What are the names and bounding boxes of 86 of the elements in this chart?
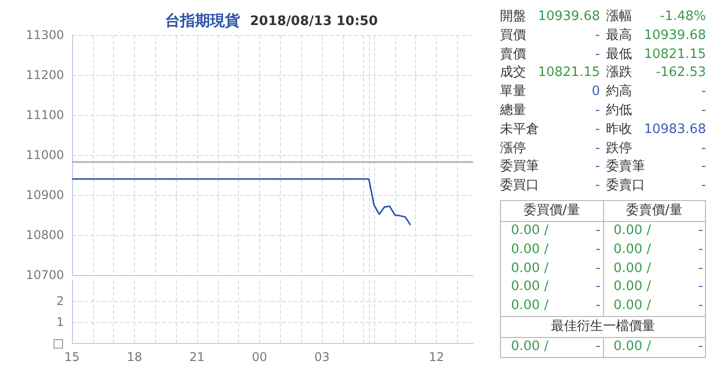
text: 10939.68 (644, 26, 706, 45)
y-tick-label: 11200 (26, 68, 64, 82)
text: 0.00 / (614, 297, 651, 316)
text: - (596, 222, 600, 240)
chart-subtitle: 2018/08/13 10:50 (250, 14, 378, 29)
text: 單量 (500, 83, 526, 102)
text: - (698, 260, 703, 278)
line-series (71, 178, 412, 226)
text: - (596, 278, 600, 296)
text: -162.53 (656, 64, 706, 82)
y-tick-label: □ (52, 336, 64, 350)
text: 賣價 (500, 46, 526, 64)
chart-title: 台指期現貨 (165, 12, 240, 30)
text: 委買筆 (500, 158, 539, 176)
text: - (595, 120, 600, 139)
text: 委買價/量 (522, 202, 581, 220)
text: 0.00 / (511, 222, 548, 240)
text: 約低 (606, 102, 632, 120)
text: 10939.68 (538, 8, 600, 26)
x-tick-label: 15 (64, 350, 80, 364)
text: 約高 (606, 83, 632, 102)
text: - (701, 140, 706, 158)
text: - (701, 158, 706, 176)
x-tick-label: 18 (126, 350, 142, 364)
text: 漲停 (500, 140, 526, 158)
text: 成交 (500, 64, 526, 82)
y-tick-label: 11300 (26, 28, 64, 42)
text: - (701, 102, 706, 120)
text: - (596, 240, 600, 259)
text: - (595, 158, 600, 176)
text: 0.00 / (511, 240, 548, 259)
text: 未平倉 (500, 120, 539, 139)
text: - (701, 83, 706, 102)
text: 漲跌 (606, 64, 632, 82)
text: 0.00 / (614, 338, 651, 356)
text: - (698, 222, 703, 240)
y-tick-label: 2 (56, 294, 64, 308)
y-tick-label: 11100 (26, 108, 64, 122)
text: - (596, 297, 600, 316)
text: 委賣口 (606, 177, 645, 196)
text: - (698, 297, 703, 316)
text: 0.00 / (614, 222, 651, 240)
text: 0.00 / (614, 278, 651, 296)
y-tick-label: 10900 (26, 188, 64, 202)
text: 總量 (500, 102, 526, 120)
text: - (595, 102, 600, 120)
text: - (701, 177, 706, 196)
text: 0 (592, 83, 600, 102)
text: 0.00 / (614, 260, 651, 278)
text: 0.00 / (511, 278, 548, 296)
text: 0.00 / (511, 297, 548, 316)
y-tick-label: 10700 (26, 268, 64, 282)
text: - (595, 140, 600, 158)
text: - (698, 338, 703, 356)
text: 跌停 (606, 140, 632, 158)
text: 委賣筆 (606, 158, 645, 176)
text: - (596, 338, 600, 356)
x-tick-label: 21 (189, 350, 205, 364)
text: - (595, 177, 600, 196)
text: 最佳衍生一檔價量 (501, 316, 705, 338)
text: 委買口 (500, 177, 539, 196)
text: 10983.68 (644, 120, 706, 139)
y-tick-label: 1 (56, 315, 64, 329)
text: - (595, 46, 600, 64)
text: - (698, 278, 703, 296)
text: 10821.15 (538, 64, 600, 82)
x-tick-label: 12 (428, 350, 444, 364)
text: - (698, 240, 703, 259)
text: 漲幅 (606, 8, 632, 26)
text: 買價 (500, 26, 526, 45)
text: - (595, 26, 600, 45)
x-tick-label: 03 (314, 350, 330, 364)
text: 最高 (606, 26, 632, 45)
x-tick-label: 00 (252, 350, 268, 364)
text: 開盤 (500, 8, 526, 26)
text: 委賣價/量 (602, 200, 705, 221)
text: 0.00 / (614, 240, 651, 259)
text: 0.00 / (511, 338, 548, 356)
text: 10821.15 (644, 46, 706, 64)
text: - (596, 260, 600, 278)
text: 0.00 / (511, 260, 548, 278)
text: -1.48% (660, 8, 706, 26)
y-tick-label: 10800 (26, 228, 64, 242)
text: 最低 (606, 46, 632, 64)
text: 昨收 (606, 120, 632, 139)
y-tick-label: 11000 (26, 148, 64, 162)
